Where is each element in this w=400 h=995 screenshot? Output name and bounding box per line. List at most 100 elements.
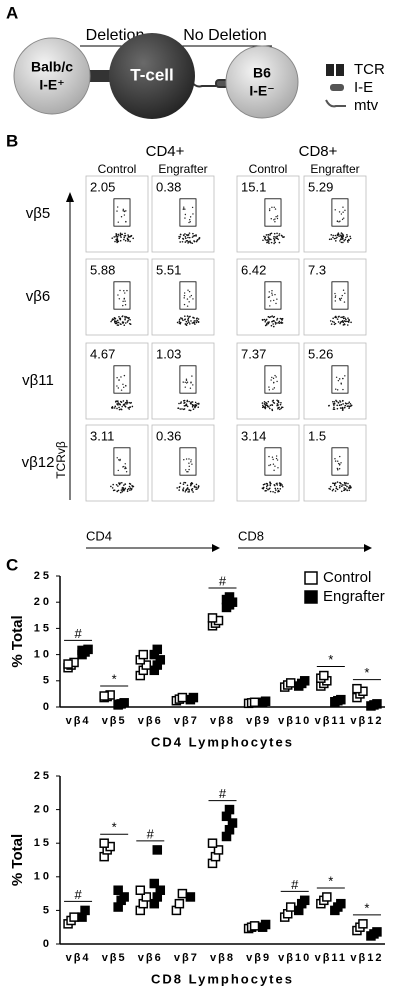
event-dot xyxy=(184,208,186,210)
significance-mark: # xyxy=(219,573,227,588)
event-dot xyxy=(179,408,182,410)
event-dot xyxy=(334,460,337,462)
event-dot xyxy=(264,320,267,323)
percentage: 7.37 xyxy=(241,346,266,361)
event-dot xyxy=(269,481,271,484)
x-axis-label: CD8 xyxy=(238,528,264,543)
row-label: vβ12 xyxy=(22,454,55,471)
event-dot xyxy=(271,409,274,412)
event-dot xyxy=(117,469,119,472)
event-dot xyxy=(124,315,126,318)
x-tick-label: vβ7 xyxy=(174,952,199,964)
event-dot xyxy=(337,469,339,471)
event-dot xyxy=(186,405,189,408)
event-dot xyxy=(273,232,276,235)
node-label: B6 xyxy=(253,65,271,81)
event-dot xyxy=(272,490,274,493)
event-dot xyxy=(186,381,189,383)
significance-mark: * xyxy=(364,900,369,915)
event-dot xyxy=(339,234,342,237)
event-dot xyxy=(183,292,186,294)
event-dot xyxy=(344,404,347,407)
event-dot xyxy=(340,485,343,488)
significance-mark: * xyxy=(328,652,333,667)
event-dot xyxy=(341,316,344,318)
event-dot xyxy=(184,315,186,317)
x-tick-label: vβ9 xyxy=(246,715,271,727)
data-point xyxy=(177,888,188,899)
event-dot xyxy=(334,300,337,302)
event-dot xyxy=(261,402,264,404)
event-dot xyxy=(270,218,272,220)
event-dot xyxy=(273,237,275,240)
event-dot xyxy=(281,319,283,321)
event-dot xyxy=(268,296,271,298)
data-point xyxy=(69,912,79,922)
event-dot xyxy=(276,298,278,300)
event-dot xyxy=(188,316,190,318)
event-dot xyxy=(118,298,121,300)
event-dot xyxy=(192,298,194,300)
event-dot xyxy=(120,389,123,391)
event-dot xyxy=(277,321,280,324)
event-dot xyxy=(183,401,186,404)
event-dot xyxy=(191,375,193,377)
event-dot xyxy=(184,381,186,384)
y-tick-label: 0 xyxy=(43,701,52,713)
event-dot xyxy=(178,318,181,321)
event-dot xyxy=(334,295,337,297)
event-dot xyxy=(183,294,186,297)
row-label: vβ5 xyxy=(26,205,50,222)
event-dot xyxy=(279,403,282,406)
event-dot xyxy=(350,404,353,407)
event-dot xyxy=(268,209,271,212)
event-dot xyxy=(347,482,349,485)
event-dot xyxy=(334,458,336,460)
event-dot xyxy=(128,317,130,320)
panel-label: C xyxy=(6,555,18,574)
event-dot xyxy=(333,237,336,240)
event-dot xyxy=(183,459,185,461)
event-dot xyxy=(121,233,124,236)
event-dot xyxy=(338,235,340,238)
event-dot xyxy=(270,300,272,302)
event-dot xyxy=(184,217,186,219)
event-dot xyxy=(126,403,128,405)
event-dot xyxy=(339,400,341,402)
event-dot xyxy=(346,405,349,407)
event-dot xyxy=(347,402,349,405)
event-dot xyxy=(280,407,282,410)
event-dot xyxy=(189,402,192,405)
event-dot xyxy=(276,484,279,486)
event-dot xyxy=(269,490,272,493)
event-dot xyxy=(118,406,120,409)
event-dot xyxy=(120,481,123,484)
legend-label: Engrafter xyxy=(323,588,385,605)
event-dot xyxy=(336,488,339,491)
event-dot xyxy=(185,320,188,323)
event-dot xyxy=(188,409,191,412)
event-dot xyxy=(187,289,189,291)
event-dot xyxy=(114,317,116,319)
event-dot xyxy=(271,320,273,323)
event-dot xyxy=(119,458,121,461)
event-dot xyxy=(265,482,268,485)
percentage: 0.38 xyxy=(156,179,181,194)
event-dot xyxy=(192,213,194,215)
event-dot xyxy=(115,235,117,238)
event-dot xyxy=(335,376,338,378)
event-dot xyxy=(186,305,189,307)
event-dot xyxy=(335,315,337,318)
data-point xyxy=(227,818,238,828)
data-point xyxy=(207,838,218,848)
event-dot xyxy=(341,218,344,221)
event-dot xyxy=(264,238,267,241)
event-dot xyxy=(179,322,182,325)
event-dot xyxy=(182,487,185,489)
event-dot xyxy=(268,291,270,293)
event-dot xyxy=(123,484,125,486)
y-tick-label: 15 xyxy=(34,837,52,849)
event-dot xyxy=(190,459,192,461)
event-dot xyxy=(190,382,192,384)
event-dot xyxy=(111,487,114,489)
